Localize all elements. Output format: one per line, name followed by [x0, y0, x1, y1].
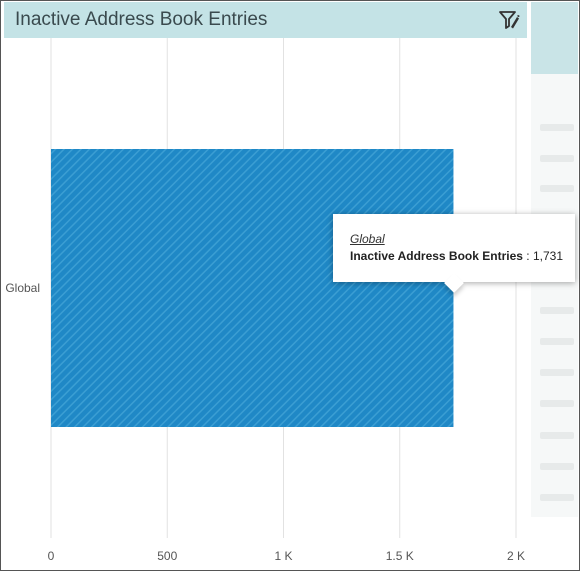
adjacent-placeholder-row: [540, 463, 574, 470]
panel-header: Inactive Address Book Entries: [4, 2, 527, 38]
adjacent-panel-header: [531, 2, 578, 74]
adjacent-placeholder-row: [540, 494, 574, 501]
bar-chart: 0 500 1 K 1.5 K 2 K Global: [5, 38, 525, 563]
adjacent-placeholder-row: [540, 369, 574, 376]
tooltip-separator: :: [522, 249, 533, 263]
adjacent-placeholder-row: [540, 124, 574, 131]
adjacent-placeholder-row: [540, 155, 574, 162]
y-category-label: Global: [5, 281, 40, 295]
chart-tooltip: Global Inactive Address Book Entries : 1…: [333, 214, 575, 282]
x-tick-label: 500: [157, 549, 177, 563]
x-tick-label: 0: [48, 549, 55, 563]
adjacent-placeholder-row: [540, 307, 574, 314]
adjacent-placeholder-row: [540, 185, 574, 192]
filter-settings-icon[interactable]: [497, 8, 521, 32]
panel-title: Inactive Address Book Entries: [15, 9, 268, 30]
x-tick-label: 1.5 K: [386, 549, 414, 563]
tooltip-series-label: Inactive Address Book Entries: [350, 249, 523, 263]
adjacent-placeholder-row: [540, 432, 574, 439]
adjacent-panel: [531, 2, 578, 517]
tooltip-value: 1,731: [532, 249, 563, 263]
x-tick-label: 2 K: [507, 549, 525, 563]
bar-global[interactable]: [51, 149, 454, 427]
x-tick-label: 1 K: [274, 549, 292, 563]
tooltip-value-line: Inactive Address Book Entries : 1,731: [350, 249, 563, 263]
adjacent-placeholder-row: [540, 400, 574, 407]
tooltip-category: Global: [350, 232, 385, 246]
adjacent-placeholder-row: [540, 338, 574, 345]
